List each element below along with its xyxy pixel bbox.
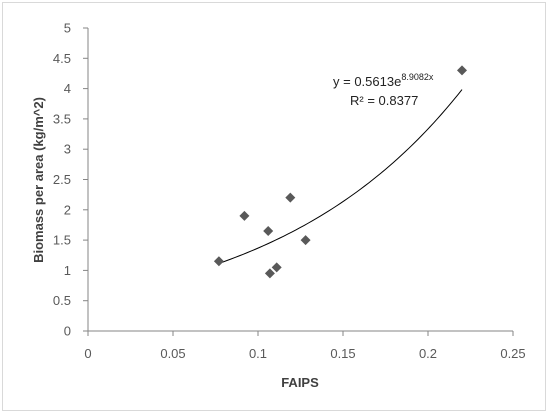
data-point-marker [457, 65, 467, 76]
y-tick-label: 1 [64, 263, 71, 278]
r-squared-label: R² = 0.8377 [350, 93, 418, 108]
y-tick-label: 3 [64, 142, 71, 157]
y-tick-label: 4 [64, 81, 71, 96]
x-axis-title: FAIPS [281, 375, 319, 390]
y-tick-label: 3.5 [53, 111, 71, 126]
data-point-marker [271, 262, 282, 273]
x-tick-label: 0 [84, 346, 91, 361]
x-tick-label: 0.05 [160, 346, 185, 361]
y-axis-title: Biomass per area (kg/m^2) [31, 97, 46, 263]
x-tick-label: 0.25 [500, 346, 525, 361]
data-point-marker [264, 268, 275, 279]
y-tick-label: 1.5 [53, 233, 71, 248]
equation-exponent: 8.9082x [401, 72, 434, 82]
y-tick-label: 5 [64, 21, 71, 36]
data-point-marker [213, 256, 224, 267]
x-tick-labels: 0 0.05 0.1 0.15 0.2 0.25 [84, 331, 526, 361]
y-tick-label: 2.5 [53, 172, 71, 187]
trendline-equation: y = 0.5613e8.9082x [333, 72, 434, 89]
y-tick-label: 2 [64, 202, 71, 217]
data-point-marker [285, 192, 296, 203]
trendline [218, 89, 463, 264]
data-point-marker [300, 235, 311, 246]
data-point-marker [239, 210, 250, 221]
x-tick-label: 0.15 [330, 346, 355, 361]
data-points [213, 65, 467, 279]
y-tick-label: 4.5 [53, 51, 71, 66]
data-point-marker [263, 226, 274, 237]
y-tick-labels: 0 0.5 1 1.5 2 2.5 3 3.5 4 4.5 5 [53, 21, 88, 339]
x-tick-label: 0.2 [419, 346, 437, 361]
chart-frame [2, 2, 546, 411]
y-tick-label: 0.5 [53, 293, 71, 308]
axes [87, 28, 513, 332]
x-tick-label: 0.1 [249, 346, 267, 361]
y-tick-label: 0 [64, 324, 71, 339]
equation-base: y = 0.5613e [333, 74, 401, 89]
